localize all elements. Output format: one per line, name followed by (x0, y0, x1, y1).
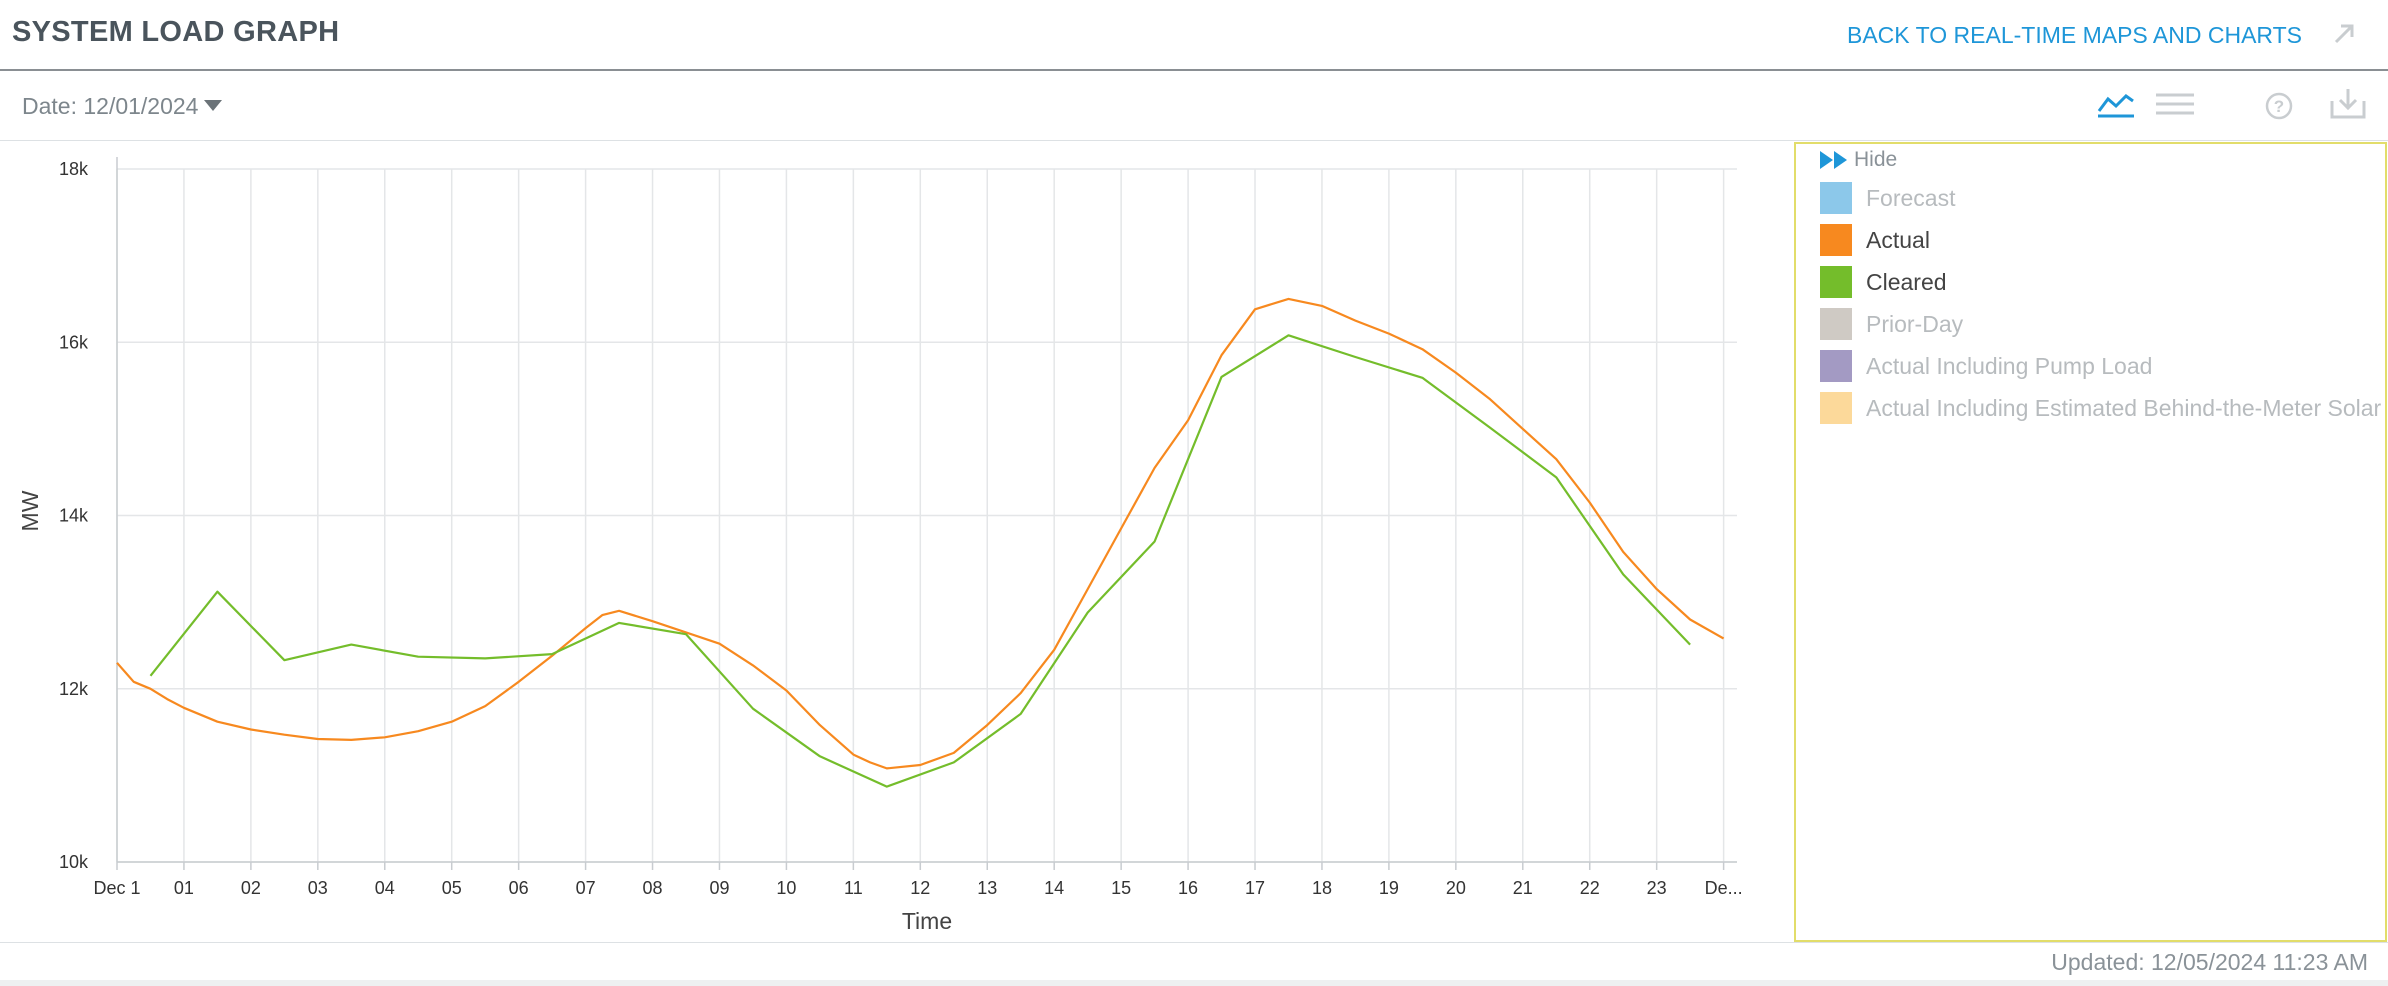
expand-arrow-icon[interactable] (2330, 20, 2358, 48)
legend-swatch (1820, 266, 1852, 298)
double-chevron-right-icon (1820, 151, 1847, 169)
page-title: SYSTEM LOAD GRAPH (12, 16, 340, 48)
x-tick-label: 08 (643, 878, 663, 898)
y-tick-label: 12k (59, 679, 89, 699)
y-tick-label: 10k (59, 852, 89, 872)
x-tick-label: 12 (910, 878, 930, 898)
legend-item-label: Cleared (1866, 269, 1947, 295)
x-tick-label: 22 (1580, 878, 1600, 898)
x-tick-label: 06 (509, 878, 529, 898)
caret-down-icon (204, 100, 223, 111)
help-icon[interactable]: ? (2264, 91, 2294, 121)
legend-swatch (1820, 308, 1852, 340)
x-tick-label: 10 (776, 878, 796, 898)
x-tick-label: 05 (442, 878, 462, 898)
bottom-strip (0, 980, 2388, 986)
x-tick-label: 18 (1312, 878, 1332, 898)
date-label: Date: 12/01/2024 (22, 93, 199, 119)
legend-swatch (1820, 224, 1852, 256)
legend-item-label: Prior-Day (1866, 311, 1964, 337)
x-axis-label: Time (902, 908, 952, 934)
date-selector[interactable]: Date: 12/01/2024 (22, 93, 223, 120)
legend-swatch (1820, 350, 1852, 382)
x-tick-label: 17 (1245, 878, 1265, 898)
chart-toolbar: Date: 12/01/2024 ? (0, 71, 2388, 141)
x-tick-label: 03 (308, 878, 328, 898)
x-tick-label: 16 (1178, 878, 1198, 898)
x-tick-label: Dec 1 (93, 878, 140, 898)
legend-hide-label: Hide (1854, 148, 1898, 171)
x-tick-label: 20 (1446, 878, 1466, 898)
updated-timestamp: Updated: 12/05/2024 11:23 AM (2051, 949, 2368, 975)
line-chart-icon[interactable] (2096, 89, 2136, 119)
page-footer: Updated: 12/05/2024 11:23 AM (0, 942, 2388, 986)
legend-item-label: Actual (1866, 227, 1930, 253)
x-tick-label: 21 (1513, 878, 1533, 898)
x-tick-label: 23 (1647, 878, 1667, 898)
svg-text:?: ? (2274, 97, 2284, 116)
download-icon[interactable] (2328, 87, 2368, 121)
y-tick-label: 18k (59, 159, 89, 179)
legend-panel: Hide Forecast Actual Cleared Prior-Day Actua… (1794, 142, 2387, 942)
series-line-actual[interactable] (116, 297, 1725, 770)
legend-hide-toggle[interactable]: Hide (1820, 148, 1897, 172)
legend-swatch (1820, 182, 1852, 214)
page-header: SYSTEM LOAD GRAPH BACK TO REAL-TIME MAPS… (0, 0, 2388, 71)
x-tick-label: 09 (709, 878, 729, 898)
series-line-cleared[interactable] (149, 334, 1691, 788)
legend-item-label: Forecast (1866, 185, 1956, 211)
x-tick-label: De... (1705, 878, 1743, 898)
x-tick-label: 19 (1379, 878, 1399, 898)
system-load-chart: Dec 1 01 02 03 04 05 06 07 08 09 10 11 12 13 14 15 16 17 1… (0, 141, 1790, 941)
y-tick-label: 14k (59, 506, 89, 526)
x-tick-label: 01 (174, 878, 194, 898)
x-tick-label: 13 (977, 878, 997, 898)
x-tick-label: 14 (1044, 878, 1064, 898)
chart-svg: Dec 1 01 02 03 04 05 06 07 08 09 10 11 12 13 14 15 16 17 1… (17, 157, 1743, 934)
legend-item-label: Actual Including Estimated Behind-the-Me… (1866, 395, 2382, 421)
legend-item-label: Actual Including Pump Load (1866, 353, 2153, 379)
x-tick-label: 04 (375, 878, 395, 898)
x-tick-label: 07 (576, 878, 596, 898)
x-tick-label: 15 (1111, 878, 1131, 898)
x-tick-label: 02 (241, 878, 261, 898)
x-tick-label: 11 (844, 878, 863, 898)
y-tick-label: 16k (59, 332, 89, 352)
y-axis-label: MW (17, 490, 43, 531)
table-view-icon[interactable] (2154, 89, 2196, 119)
legend-swatch (1820, 392, 1852, 424)
back-to-maps-link[interactable]: BACK TO REAL-TIME MAPS AND CHARTS (1847, 22, 2302, 48)
